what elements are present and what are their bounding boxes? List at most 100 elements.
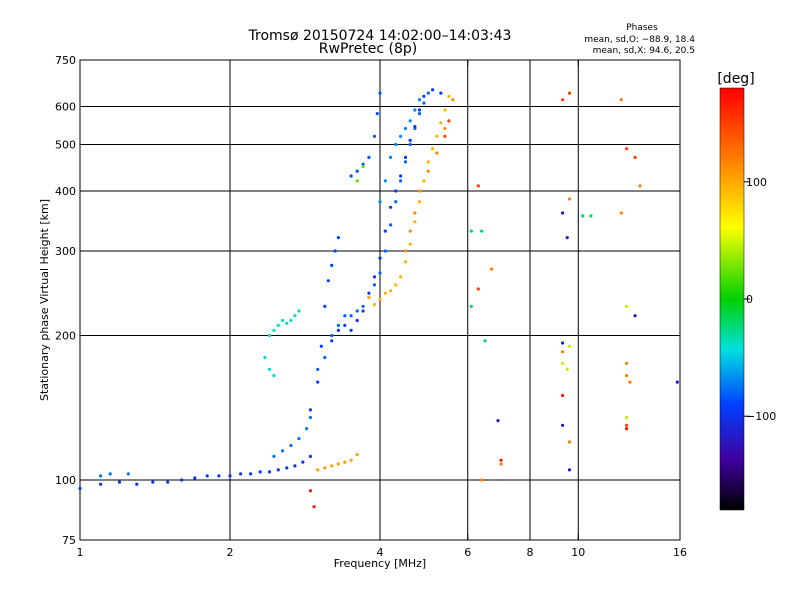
data-point bbox=[413, 108, 417, 112]
data-point bbox=[297, 437, 301, 441]
y-tick-label: 300 bbox=[55, 245, 76, 258]
data-point bbox=[367, 155, 371, 159]
data-point bbox=[394, 283, 398, 287]
data-point bbox=[633, 155, 637, 159]
data-point bbox=[361, 162, 365, 166]
data-point bbox=[408, 229, 412, 233]
data-point bbox=[565, 367, 569, 371]
data-point bbox=[619, 98, 623, 102]
data-point bbox=[285, 321, 289, 325]
data-point bbox=[276, 468, 280, 472]
data-point bbox=[330, 333, 334, 338]
data-point bbox=[336, 328, 340, 332]
data-point bbox=[399, 174, 403, 178]
data-point bbox=[399, 275, 403, 279]
stats-line-o: mean, sd,O: −88.9, 18.4 bbox=[584, 35, 695, 45]
data-point bbox=[625, 147, 629, 151]
data-point bbox=[378, 200, 382, 204]
data-point bbox=[625, 374, 629, 378]
data-point bbox=[408, 138, 412, 142]
data-point bbox=[372, 283, 377, 287]
colorbar bbox=[719, 87, 745, 511]
data-point bbox=[180, 478, 184, 482]
data-point bbox=[561, 98, 565, 102]
data-point bbox=[443, 108, 447, 112]
data-point bbox=[378, 271, 382, 275]
data-point bbox=[403, 155, 408, 159]
data-point bbox=[561, 361, 565, 365]
data-point bbox=[323, 466, 327, 470]
data-point bbox=[422, 94, 426, 98]
data-point bbox=[633, 314, 637, 318]
colorbar-tick-label: −100 bbox=[746, 410, 776, 423]
data-point bbox=[567, 468, 572, 472]
data-point bbox=[343, 323, 347, 327]
data-point bbox=[625, 304, 629, 308]
data-point bbox=[480, 229, 484, 233]
data-point bbox=[99, 474, 103, 478]
x-tick-label: 6 bbox=[464, 546, 471, 559]
data-point bbox=[263, 355, 267, 360]
data-point bbox=[499, 458, 503, 462]
data-point bbox=[561, 211, 565, 215]
data-point bbox=[439, 121, 443, 125]
data-point bbox=[435, 151, 439, 155]
data-point bbox=[417, 200, 422, 204]
data-point bbox=[217, 474, 221, 478]
data-point bbox=[413, 211, 417, 215]
data-point bbox=[367, 291, 371, 295]
data-point bbox=[567, 197, 572, 201]
data-point bbox=[349, 314, 353, 318]
x-tick-label: 10 bbox=[571, 546, 585, 559]
data-point bbox=[403, 126, 408, 131]
data-point bbox=[343, 314, 347, 318]
chart-subtitle: RwPretec (8p) bbox=[319, 41, 417, 57]
data-point bbox=[389, 289, 393, 293]
data-point bbox=[272, 454, 276, 458]
data-point bbox=[399, 179, 403, 183]
data-point bbox=[361, 164, 365, 169]
data-point bbox=[151, 480, 155, 484]
data-point bbox=[355, 309, 359, 313]
data-point bbox=[447, 119, 451, 123]
data-point bbox=[289, 443, 293, 448]
data-point bbox=[389, 155, 393, 159]
data-point bbox=[228, 474, 232, 478]
colorbar-tick-label: 100 bbox=[746, 176, 767, 189]
data-point bbox=[355, 318, 359, 323]
data-point bbox=[249, 472, 253, 476]
data-point bbox=[383, 179, 387, 183]
data-point bbox=[316, 380, 320, 384]
data-point bbox=[439, 91, 443, 95]
data-point bbox=[361, 309, 365, 313]
y-tick-label: 75 bbox=[62, 534, 76, 547]
data-point bbox=[319, 344, 323, 348]
data-point bbox=[336, 236, 340, 240]
data-point bbox=[403, 260, 408, 264]
data-point bbox=[413, 125, 417, 129]
data-point bbox=[78, 486, 82, 491]
y-tick-label: 500 bbox=[55, 139, 76, 152]
data-point bbox=[394, 200, 398, 204]
data-point bbox=[383, 229, 387, 233]
data-point bbox=[476, 287, 480, 291]
data-point bbox=[372, 303, 377, 307]
data-point bbox=[638, 184, 642, 188]
data-point bbox=[372, 134, 377, 138]
data-point bbox=[443, 134, 447, 138]
data-point bbox=[281, 318, 285, 323]
data-point bbox=[316, 367, 320, 371]
data-point bbox=[431, 147, 435, 151]
data-point bbox=[99, 482, 103, 486]
data-point bbox=[378, 91, 382, 95]
data-point bbox=[367, 295, 371, 300]
data-point bbox=[413, 220, 417, 224]
data-point bbox=[561, 350, 565, 354]
data-point bbox=[272, 328, 276, 332]
data-point bbox=[417, 98, 422, 102]
data-point bbox=[561, 393, 565, 398]
x-tick-label: 2 bbox=[227, 546, 234, 559]
data-point bbox=[408, 242, 412, 246]
data-point bbox=[312, 505, 316, 509]
